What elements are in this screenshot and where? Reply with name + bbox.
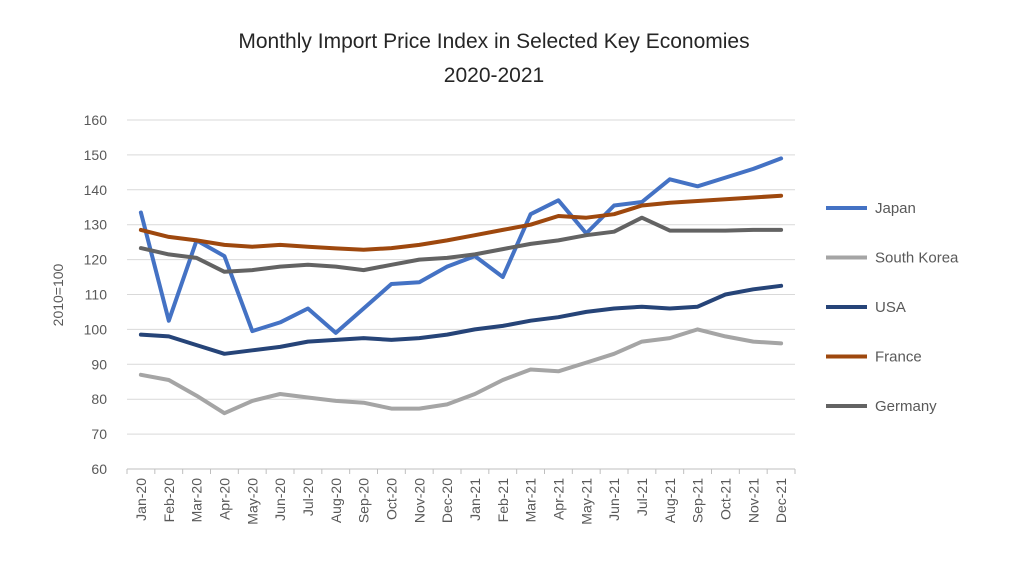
legend-label-japan: Japan — [875, 200, 916, 217]
x-tick-label: Feb-21 — [495, 478, 511, 523]
y-tick-label: 60 — [91, 461, 107, 477]
x-tick-label: Jun-21 — [606, 478, 622, 521]
y-tick-label: 160 — [84, 112, 108, 128]
legend-label-germany: Germany — [875, 398, 937, 415]
chart-title: Monthly Import Price Index in Selected K… — [238, 30, 749, 53]
x-tick-label: Jan-20 — [133, 478, 149, 521]
x-axis-ticks: Jan-20 Feb-20 Mar-20 Apr-20 May-20 Jun-20 Jul-… — [126, 469, 796, 525]
x-tick-label: May-21 — [578, 478, 594, 525]
x-tick-label: Jun-20 — [272, 478, 288, 521]
y-tick-label: 150 — [84, 147, 108, 163]
x-tick-label: Jul-20 — [300, 478, 316, 516]
series-line-germany — [138, 215, 784, 274]
x-tick-label: Aug-20 — [328, 478, 344, 523]
y-tick-label: 80 — [91, 391, 107, 407]
x-tick-label: May-20 — [244, 478, 260, 525]
x-tick-label: Dec-20 — [439, 478, 455, 523]
x-tick-label: Nov-20 — [411, 478, 427, 523]
x-tick-label: Mar-20 — [189, 478, 205, 523]
y-axis-label: 2010=100 — [50, 263, 66, 326]
legend-label-usa: USA — [875, 299, 906, 316]
x-tick-label: Sep-20 — [356, 478, 372, 523]
gridlines — [127, 119, 795, 470]
series-line-japan — [138, 156, 784, 335]
chart-subtitle: 2020-2021 — [444, 64, 544, 87]
y-tick-label: 100 — [84, 321, 108, 337]
series-lines — [138, 156, 784, 416]
x-tick-label: Aug-21 — [662, 478, 678, 523]
x-tick-label: Apr-20 — [216, 478, 232, 520]
y-tick-label: 70 — [91, 426, 107, 442]
series-line-south-korea — [138, 327, 784, 416]
x-tick-label: Jul-21 — [634, 478, 650, 516]
y-tick-label: 90 — [91, 356, 107, 372]
y-axis-ticks: 60 70 80 90 100 110 120 130 140 150 160 — [84, 112, 108, 477]
legend: Japan South Korea USA France Germany — [826, 200, 959, 415]
y-tick-label: 140 — [84, 182, 108, 198]
x-tick-label: Nov-21 — [745, 478, 761, 523]
legend-label-france: France — [875, 349, 922, 366]
series-line-france — [138, 193, 784, 252]
y-tick-label: 120 — [84, 252, 108, 268]
x-tick-label: Dec-21 — [773, 478, 789, 523]
legend-label-south-korea: South Korea — [875, 250, 959, 267]
series-line-usa — [138, 283, 784, 356]
x-tick-label: Mar-21 — [523, 478, 539, 523]
y-tick-label: 110 — [85, 287, 108, 303]
x-tick-label: Jan-21 — [467, 478, 483, 521]
x-tick-label: Apr-21 — [550, 478, 566, 520]
y-tick-label: 130 — [84, 217, 108, 233]
x-tick-label: Feb-20 — [161, 478, 177, 523]
x-tick-label: Oct-21 — [717, 478, 733, 520]
x-tick-label: Sep-21 — [690, 478, 706, 523]
x-tick-label: Oct-20 — [383, 478, 399, 520]
